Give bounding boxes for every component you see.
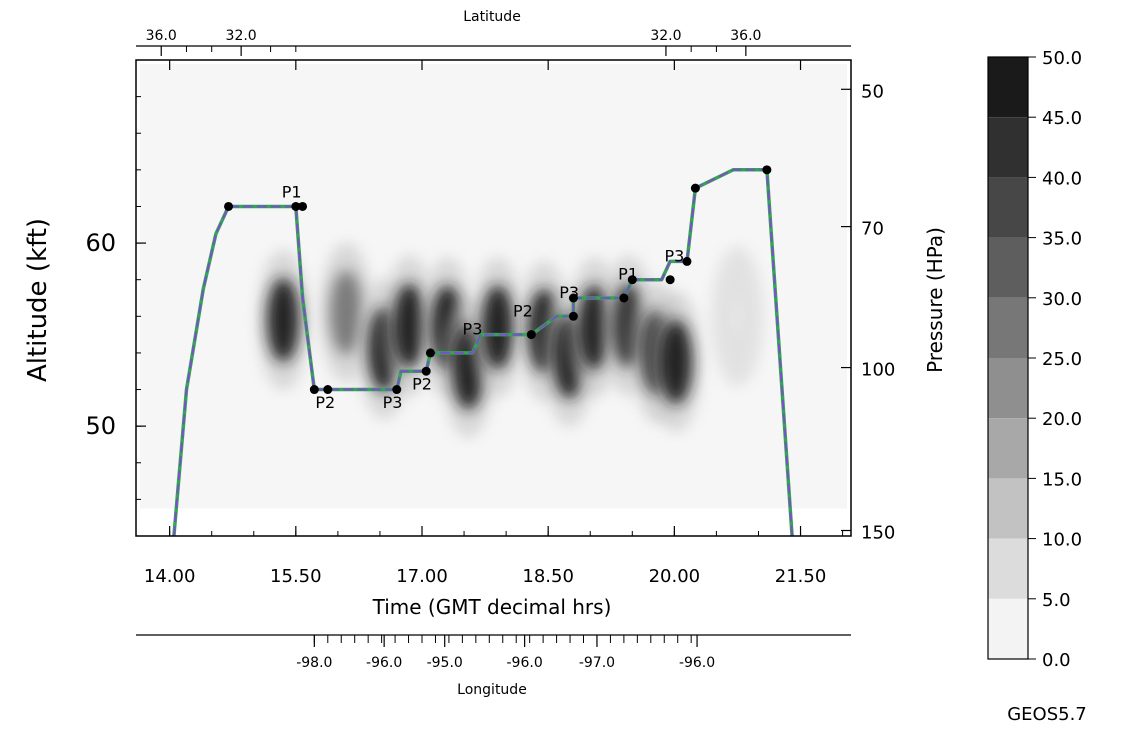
top-axis-title: Latitude xyxy=(463,9,521,25)
colorbar-segment xyxy=(988,478,1028,539)
y2-tick-label: 50 xyxy=(861,81,884,102)
latitude-tick-label: 32.0 xyxy=(226,28,257,44)
colorbar-segment xyxy=(988,237,1028,298)
x-tick-label: 17.00 xyxy=(396,566,448,587)
flight-point xyxy=(568,293,578,303)
y-tick-label: 50 xyxy=(85,412,116,440)
marker-label: P3 xyxy=(559,283,579,302)
marker-label: P3 xyxy=(383,393,403,412)
cloud-core xyxy=(330,270,363,355)
y2-tick-label: 150 xyxy=(861,523,895,544)
axes: 14.00 15.50 17.00 18.50 20.00 21.50 50 60 50 70 10… xyxy=(85,28,895,671)
colorbar-segment xyxy=(988,297,1028,358)
longitude-tick-label: -96.0 xyxy=(366,655,402,671)
x-axis-title: Time (GMT decimal hrs) xyxy=(372,595,612,619)
colorbar-label: 15.0 xyxy=(1042,469,1082,490)
longitude-tick-label: -96.0 xyxy=(507,655,543,671)
flight-point xyxy=(224,201,234,211)
y-tick-label: 60 xyxy=(85,229,116,257)
cloud-core xyxy=(481,285,514,370)
colorbar-label: 45.0 xyxy=(1042,108,1082,129)
colorbar-segment xyxy=(988,177,1028,238)
colorbar-segment xyxy=(988,418,1028,479)
colorbar-label: 10.0 xyxy=(1042,530,1082,551)
bottom2-axis-title: Longitude xyxy=(457,682,527,698)
marker-label: P2 xyxy=(412,375,432,394)
flight-point xyxy=(309,385,319,395)
flight-point xyxy=(421,366,431,376)
colorbar-label: 50.0 xyxy=(1042,48,1082,69)
cloud-core xyxy=(733,298,742,335)
cloud-core xyxy=(267,277,300,362)
flight-markers: P1 P2 P3 P2 P3 P2 P3 P1 P3 xyxy=(282,182,685,412)
flight-point xyxy=(762,165,772,175)
y2-axis-title: Pressure (HPa) xyxy=(923,227,947,373)
flight-track-overlay xyxy=(172,168,794,537)
model-label: GEOS5.7 xyxy=(1007,704,1087,725)
flight-points xyxy=(224,165,772,395)
x-tick-label: 14.00 xyxy=(144,566,196,587)
x-tick-label: 18.50 xyxy=(522,566,574,587)
colorbar-segment xyxy=(988,538,1028,599)
colorbar: 50.0 45.0 40.0 35.0 30.0 25.0 20.0 15.0 10.0 5.0 0… xyxy=(987,48,1082,671)
cloud-field xyxy=(257,242,764,438)
colorbar-segment xyxy=(988,598,1028,659)
flight-point xyxy=(425,348,435,358)
colorbar-segment xyxy=(988,358,1028,419)
x-tick-label: 21.50 xyxy=(775,566,827,587)
colorbar-label: 25.0 xyxy=(1042,349,1082,370)
flight-point xyxy=(291,201,301,211)
latitude-tick-label: 36.0 xyxy=(146,28,177,44)
marker-label: P2 xyxy=(513,301,533,320)
flight-point xyxy=(526,330,536,340)
colorbar-label: 20.0 xyxy=(1042,409,1082,430)
longitude-tick-label: -97.0 xyxy=(579,655,615,671)
flight-point xyxy=(619,293,629,303)
colorbar-label: 0.0 xyxy=(1042,650,1071,671)
marker-label: P3 xyxy=(463,320,483,339)
flight-point xyxy=(568,311,578,321)
flight-point xyxy=(627,275,637,285)
cloud-core xyxy=(393,283,426,368)
colorbar-segment xyxy=(988,57,1028,118)
flight-point xyxy=(665,275,675,285)
marker-label: P1 xyxy=(618,265,638,284)
flight-point xyxy=(298,201,308,211)
flight-point xyxy=(682,256,692,266)
cloud-core xyxy=(578,285,611,370)
y-axis-title: Altitude (kft) xyxy=(23,218,53,382)
colorbar-label: 35.0 xyxy=(1042,229,1082,250)
marker-label: P3 xyxy=(664,246,684,265)
y2-tick-label: 70 xyxy=(861,219,884,240)
longitude-tick-label: -98.0 xyxy=(296,655,332,671)
latitude-tick-label: 36.0 xyxy=(730,28,761,44)
colorbar-label: 40.0 xyxy=(1042,168,1082,189)
flight-point xyxy=(690,183,700,193)
colorbar-segment xyxy=(988,117,1028,178)
latitude-tick-label: 32.0 xyxy=(650,28,681,44)
x-tick-label: 20.00 xyxy=(649,566,701,587)
flight-track xyxy=(172,168,794,537)
marker-label: P2 xyxy=(315,393,335,412)
cloud-core xyxy=(660,320,693,405)
longitude-tick-label: -95.0 xyxy=(427,655,463,671)
colorbar-label: 5.0 xyxy=(1042,590,1071,611)
flight-point xyxy=(323,385,333,395)
flight-point xyxy=(392,385,402,395)
plot-frame xyxy=(135,59,852,537)
x-tick-label: 15.50 xyxy=(270,566,322,587)
y2-tick-label: 100 xyxy=(861,360,895,381)
marker-label: P1 xyxy=(282,182,302,201)
longitude-tick-label: -96.0 xyxy=(679,655,715,671)
colorbar-label: 30.0 xyxy=(1042,289,1082,310)
